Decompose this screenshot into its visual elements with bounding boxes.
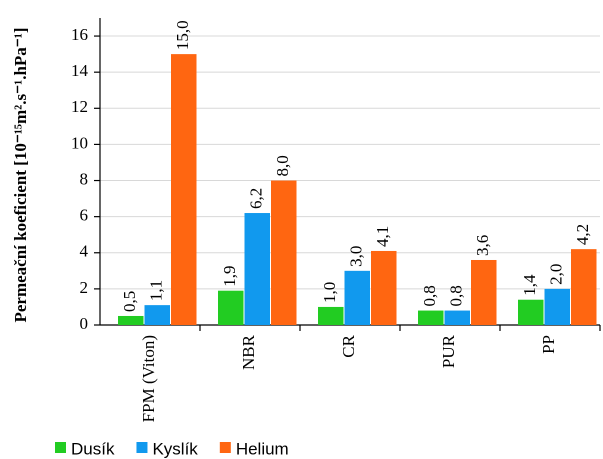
value-label: 8,0 bbox=[273, 155, 292, 176]
legend-label: Dusík bbox=[71, 439, 115, 458]
y-tick-label: 4 bbox=[80, 242, 89, 261]
value-label: 4,1 bbox=[373, 226, 392, 247]
bar bbox=[318, 306, 344, 325]
y-axis-label: Permeační koeficient [10⁻¹⁵m².s⁻¹.hPa⁻¹] bbox=[11, 27, 30, 322]
x-tick-label: NBR bbox=[239, 334, 258, 370]
x-tick-label: PP bbox=[539, 335, 558, 354]
bar bbox=[271, 180, 297, 325]
legend-label: Helium bbox=[236, 439, 289, 458]
value-label: 0,5 bbox=[120, 291, 139, 312]
legend-swatch bbox=[55, 442, 66, 453]
value-label: 1,0 bbox=[320, 282, 339, 303]
bar bbox=[171, 54, 197, 325]
x-tick-label: PUR bbox=[439, 334, 458, 368]
bar bbox=[218, 290, 244, 325]
value-label: 1,1 bbox=[147, 280, 166, 301]
legend-swatch bbox=[219, 442, 231, 453]
value-label: 3,6 bbox=[473, 235, 492, 256]
value-label: 4,2 bbox=[573, 224, 592, 245]
y-tick-label: 14 bbox=[71, 61, 89, 80]
legend-label: Kyslík bbox=[152, 439, 198, 458]
bar bbox=[371, 250, 397, 325]
y-tick-label: 8 bbox=[80, 169, 89, 188]
legend-swatch bbox=[136, 442, 148, 453]
bar bbox=[344, 270, 370, 325]
y-tick-label: 0 bbox=[80, 314, 89, 333]
value-label: 2,0 bbox=[547, 264, 566, 285]
bar bbox=[571, 249, 597, 325]
x-tick-label: FPM (Viton) bbox=[139, 335, 158, 422]
value-label: 0,8 bbox=[447, 285, 466, 306]
bar bbox=[418, 310, 444, 325]
bar bbox=[518, 299, 544, 325]
value-label: 1,4 bbox=[520, 274, 539, 296]
value-label: 1,9 bbox=[220, 265, 239, 286]
y-tick-label: 2 bbox=[80, 278, 89, 297]
bar bbox=[471, 259, 497, 325]
bar bbox=[118, 315, 144, 325]
y-tick-label: 12 bbox=[71, 97, 88, 116]
y-tick-label: 6 bbox=[80, 206, 89, 225]
value-label: 15,0 bbox=[173, 20, 192, 50]
value-label: 3,0 bbox=[347, 246, 366, 267]
y-tick-label: 10 bbox=[71, 133, 88, 152]
bar bbox=[544, 288, 570, 325]
x-tick-label: CR bbox=[339, 334, 358, 357]
value-label: 0,8 bbox=[420, 285, 439, 306]
bar bbox=[444, 310, 470, 325]
y-tick-label: 16 bbox=[71, 25, 88, 44]
bar bbox=[144, 305, 170, 325]
value-label: 6,2 bbox=[247, 188, 266, 209]
bar bbox=[244, 213, 270, 325]
